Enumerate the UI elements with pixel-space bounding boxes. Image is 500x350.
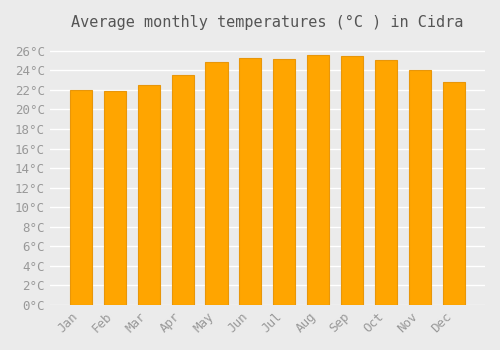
Bar xyxy=(342,56,363,305)
Bar xyxy=(138,85,160,305)
Bar xyxy=(104,91,126,305)
Bar xyxy=(206,62,228,305)
Bar xyxy=(308,55,330,305)
Bar xyxy=(240,57,262,305)
Bar xyxy=(375,61,398,305)
Bar xyxy=(443,82,465,305)
Bar xyxy=(172,75,194,305)
Bar xyxy=(274,58,295,305)
Bar xyxy=(70,90,92,305)
Title: Average monthly temperatures (°C ) in Cidra: Average monthly temperatures (°C ) in Ci… xyxy=(71,15,464,30)
Bar xyxy=(409,70,432,305)
